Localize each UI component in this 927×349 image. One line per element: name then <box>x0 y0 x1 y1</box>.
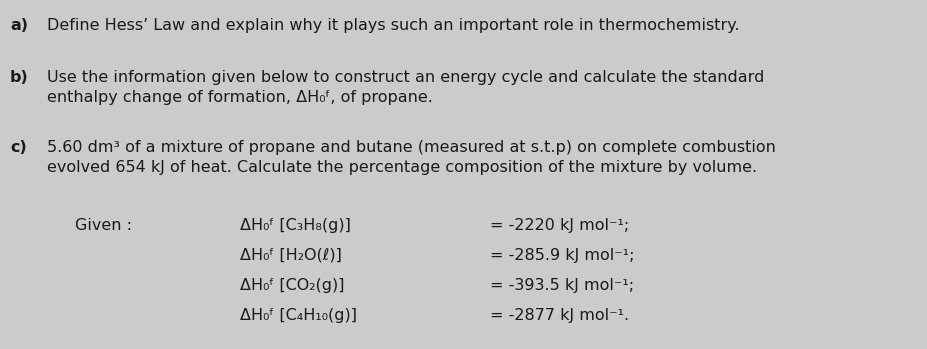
Text: Use the information given below to construct an energy cycle and calculate the s: Use the information given below to const… <box>47 70 765 85</box>
Text: = -2220 kJ mol⁻¹;: = -2220 kJ mol⁻¹; <box>490 218 629 233</box>
Text: 5.60 dm³ of a mixture of propane and butane (measured at s.t.p) on complete comb: 5.60 dm³ of a mixture of propane and but… <box>47 140 776 155</box>
Text: ΔH₀ᶠ [C₄H₁₀(g)]: ΔH₀ᶠ [C₄H₁₀(g)] <box>240 308 357 323</box>
Text: = -2877 kJ mol⁻¹.: = -2877 kJ mol⁻¹. <box>490 308 629 323</box>
Text: Define Hess’ Law and explain why it plays such an important role in thermochemis: Define Hess’ Law and explain why it play… <box>47 18 740 33</box>
Text: b): b) <box>10 70 29 85</box>
Text: ΔH₀ᶠ [H₂O(ℓ)]: ΔH₀ᶠ [H₂O(ℓ)] <box>240 248 342 263</box>
Text: a): a) <box>10 18 28 33</box>
Text: = -285.9 kJ mol⁻¹;: = -285.9 kJ mol⁻¹; <box>490 248 634 263</box>
Text: c): c) <box>10 140 27 155</box>
Text: enthalpy change of formation, ΔH₀ᶠ, of propane.: enthalpy change of formation, ΔH₀ᶠ, of p… <box>47 90 433 105</box>
Text: evolved 654 kJ of heat. Calculate the percentage composition of the mixture by v: evolved 654 kJ of heat. Calculate the pe… <box>47 160 757 175</box>
Text: Given :: Given : <box>75 218 132 233</box>
Text: = -393.5 kJ mol⁻¹;: = -393.5 kJ mol⁻¹; <box>490 278 634 293</box>
Text: ΔH₀ᶠ [C₃H₈(g)]: ΔH₀ᶠ [C₃H₈(g)] <box>240 218 351 233</box>
Text: ΔH₀ᶠ [CO₂(g)]: ΔH₀ᶠ [CO₂(g)] <box>240 278 345 293</box>
